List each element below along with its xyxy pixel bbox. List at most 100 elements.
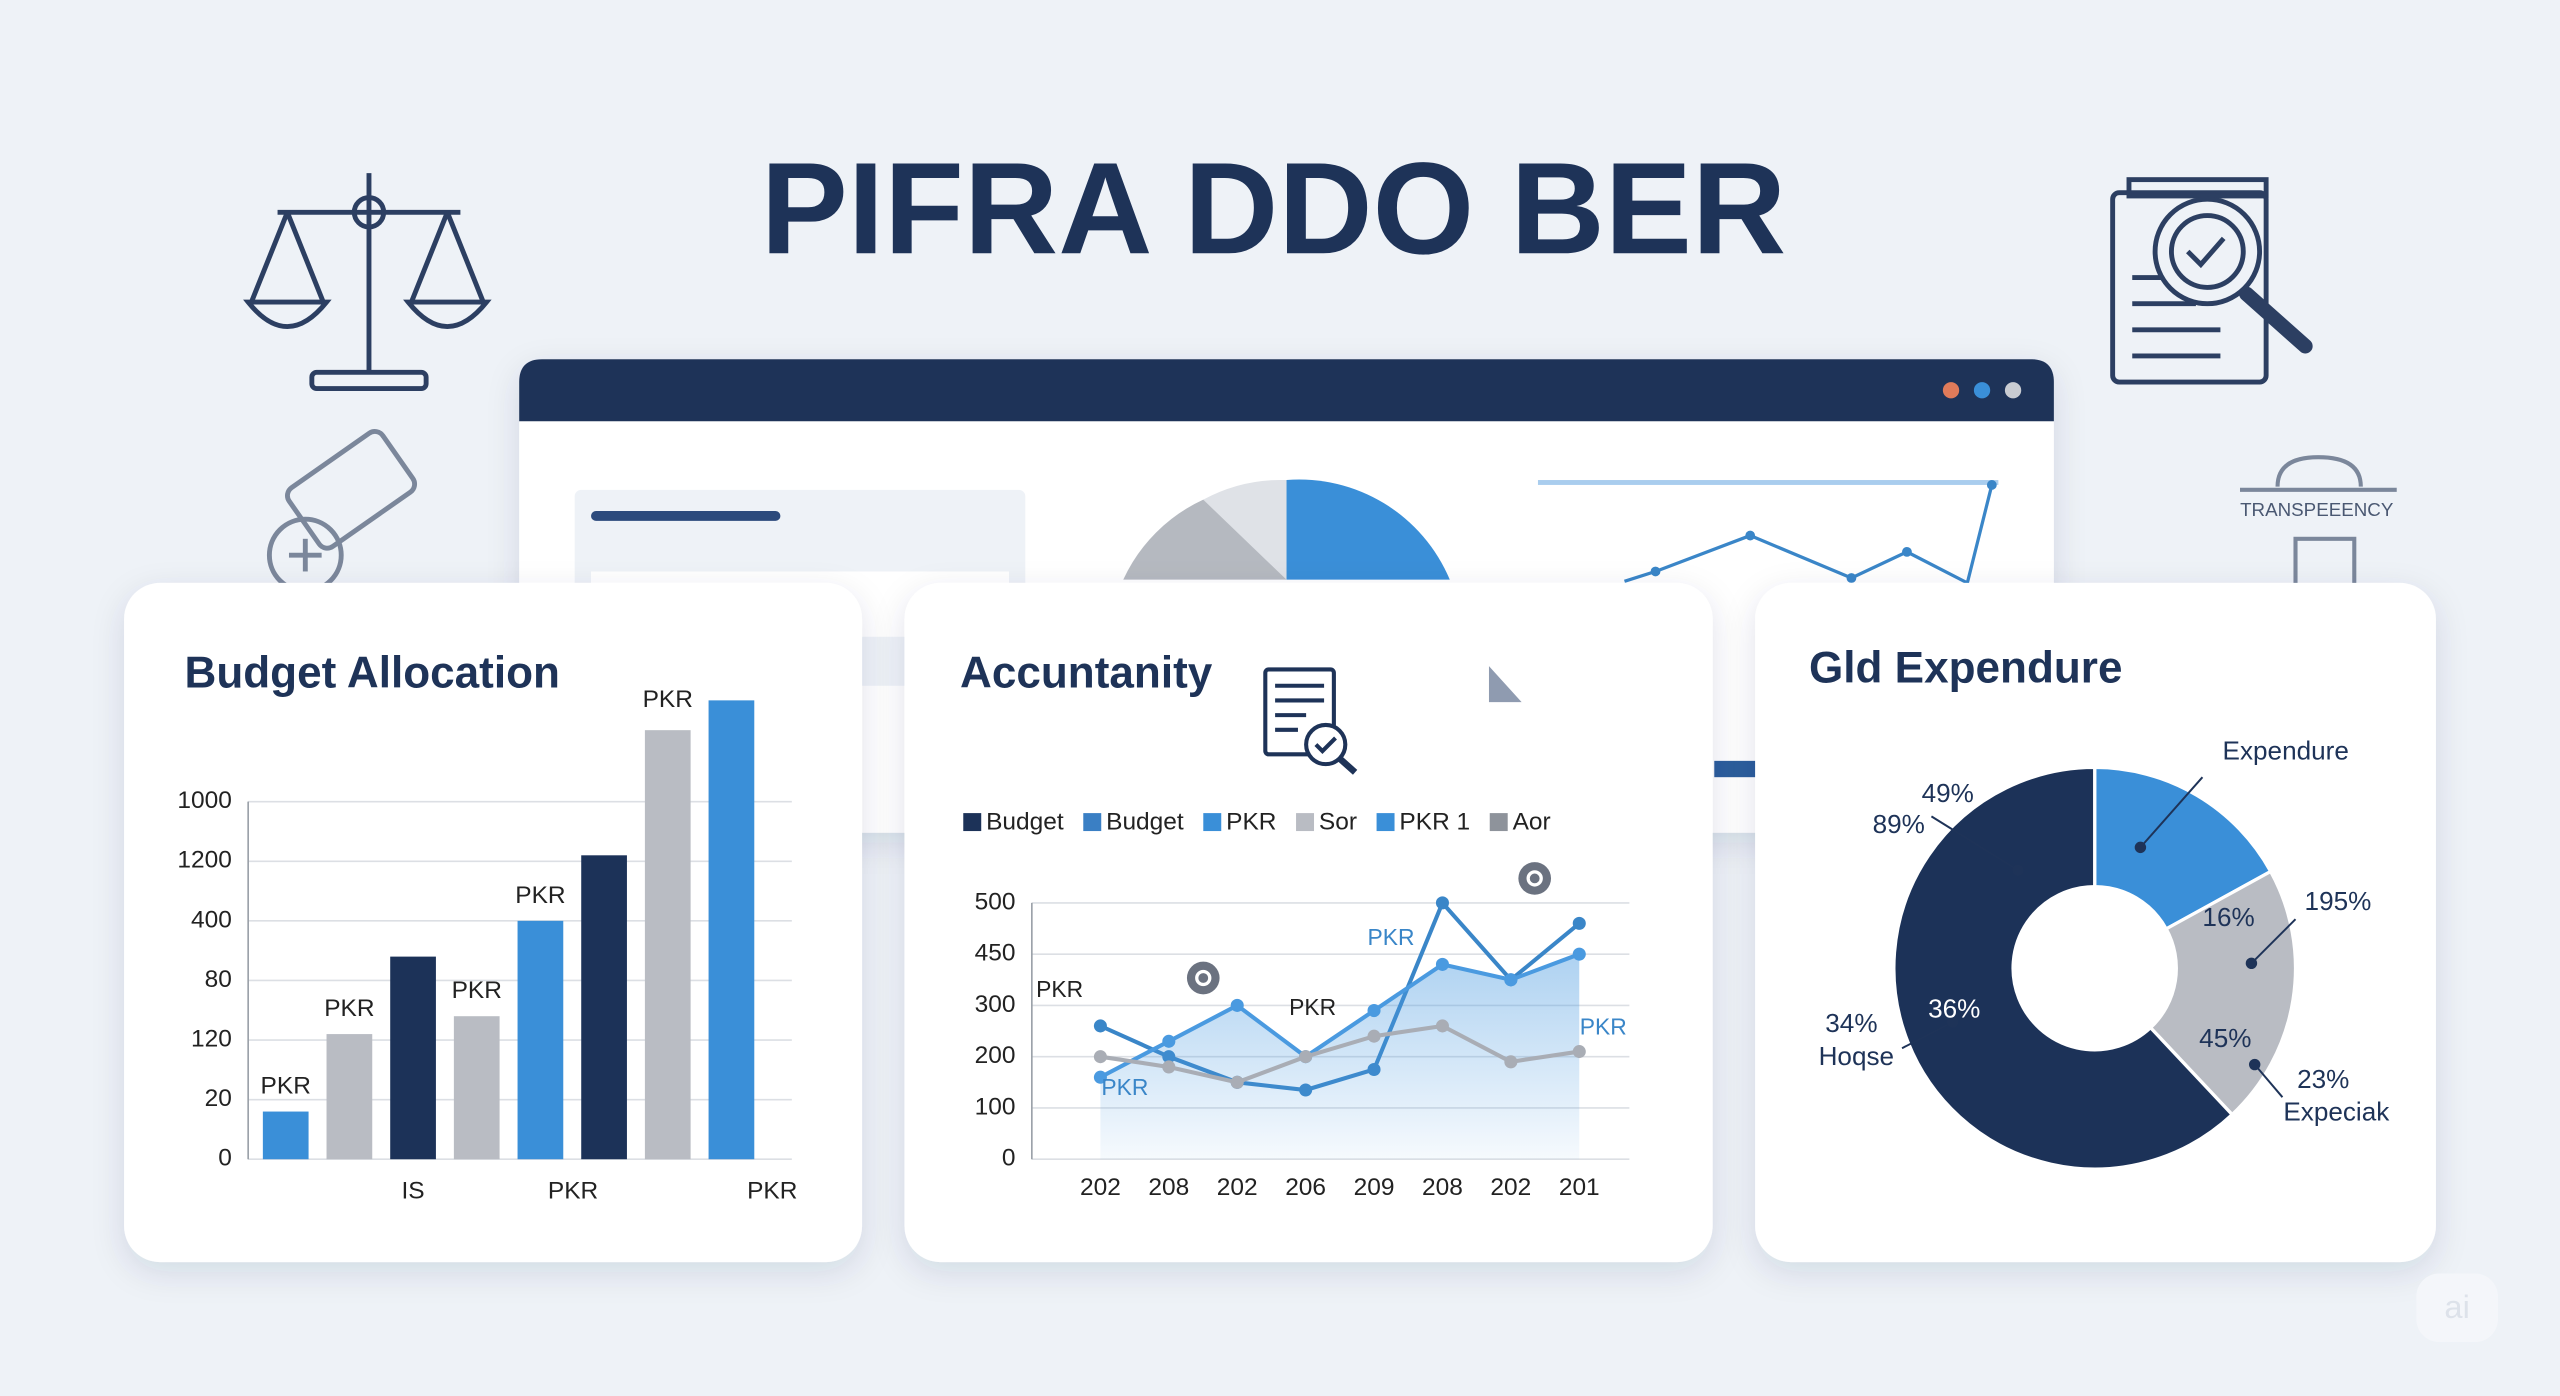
marker-badge <box>1186 961 1220 995</box>
annotation: PKR <box>1289 994 1336 1020</box>
annotation: Expeciak <box>2283 1096 2390 1126</box>
card <box>1755 582 2436 1263</box>
chart-title: Accuntanity <box>960 649 1213 698</box>
y-tick-label: 450 <box>975 940 1016 967</box>
line-point <box>1435 1019 1449 1033</box>
line-point <box>1572 1045 1586 1059</box>
x-tick-label: 209 <box>1354 1174 1395 1201</box>
line-point <box>1299 1050 1313 1064</box>
x-tick-label: 206 <box>1285 1174 1326 1201</box>
marker-badge-dot <box>1526 870 1543 887</box>
leader-dot <box>2134 841 2147 854</box>
legend-swatch <box>1083 813 1102 832</box>
legend-label: Budget <box>1106 808 1184 835</box>
bar <box>581 855 627 1160</box>
legend-label: PKR <box>1226 808 1276 835</box>
legend-label: Budget <box>986 808 1064 835</box>
leader-line <box>1901 1021 1954 1050</box>
y-tick-label: 1000 <box>177 787 231 814</box>
scales-icon <box>243 173 492 392</box>
pie-slice <box>2093 765 2273 932</box>
chart-title: Gld Expendure <box>1809 644 2122 693</box>
annotation: Hoqse <box>1819 1041 1894 1071</box>
bar <box>453 1016 500 1160</box>
leader-line <box>2250 918 2297 964</box>
bar <box>517 920 564 1160</box>
y-tick-label: 400 <box>191 906 232 933</box>
bar-label: PKR <box>324 995 374 1022</box>
marker-badge-dot <box>1195 969 1212 987</box>
x-tick-label: 202 <box>1217 1174 1258 1201</box>
y-tick-label: 1200 <box>177 847 231 874</box>
pie-slice <box>1892 765 2235 1171</box>
charts: Budget Allocation0201208040012001000PKRP… <box>177 644 2390 1205</box>
line-point <box>1435 896 1449 910</box>
line-point <box>1572 947 1586 961</box>
legend-swatch <box>1296 813 1315 832</box>
audit-icon <box>2110 177 2313 385</box>
annotation: 49% <box>1922 778 1974 808</box>
page-title: PIFRA DDO BER <box>761 135 1787 281</box>
leader-line <box>1930 815 2019 872</box>
x-tick-label: 201 <box>1559 1174 1600 1201</box>
annotation: 45% <box>2199 1023 2251 1053</box>
y-tick-label: 200 <box>975 1042 1016 1069</box>
leader-dot <box>1946 1016 1959 1028</box>
watermark: ai <box>2444 1288 2469 1325</box>
annotation: 195% <box>2305 886 2372 916</box>
line <box>1100 1023 1580 1085</box>
line <box>1099 952 1580 1080</box>
pie-slice <box>2148 869 2298 1117</box>
line-point <box>1230 1075 1244 1089</box>
legend-swatch <box>963 813 982 832</box>
bar-label: PKR <box>261 1073 311 1100</box>
y-tick-label: 0 <box>1002 1145 1016 1172</box>
line-point <box>1093 1070 1107 1084</box>
y-tick-label: 100 <box>975 1093 1016 1120</box>
leader-line <box>2139 776 2204 849</box>
badge-text: TRANSPEEENCY <box>2240 499 2394 520</box>
x-tick-label: PKR <box>548 1177 598 1204</box>
line-point <box>1162 1034 1176 1048</box>
y-tick-label: 20 <box>205 1085 232 1112</box>
annotation: 23% <box>2297 1064 2349 1094</box>
annotation: 36% <box>1928 994 1980 1024</box>
chart-title: Budget Allocation <box>184 649 559 698</box>
legend-label: Sor <box>1319 808 1357 835</box>
x-tick-label: 208 <box>1422 1174 1463 1201</box>
annotation: PKR <box>1101 1074 1148 1100</box>
annotation: PKR <box>1580 1014 1627 1040</box>
legend-swatch <box>1376 813 1395 832</box>
leader-dot <box>2012 864 2024 876</box>
x-tick-label: 202 <box>1490 1174 1531 1201</box>
bar <box>390 956 436 1160</box>
line-point <box>1504 973 1518 987</box>
annotation: 34% <box>1825 1008 1877 1038</box>
line-point <box>1093 1019 1107 1033</box>
line-point <box>1435 957 1449 971</box>
y-tick-label: 120 <box>191 1026 232 1053</box>
legend-label: Aor <box>1513 808 1551 835</box>
annotation: PKR <box>1368 924 1415 950</box>
annotation: 16% <box>2202 902 2254 932</box>
x-tick-label: 208 <box>1148 1174 1189 1201</box>
x-tick-label: 202 <box>1080 1174 1121 1201</box>
legend-label: PKR 1 <box>1399 808 1470 835</box>
leader-line <box>2253 1063 2284 1098</box>
line-point <box>1162 1060 1176 1074</box>
y-tick-label: 300 <box>975 991 1016 1018</box>
bar-label: PKR <box>452 977 502 1004</box>
y-tick-label: 500 <box>975 888 1016 915</box>
annotation: 89% <box>1873 809 1925 839</box>
bar-label: PKR <box>643 686 693 713</box>
watermark-badge <box>2416 1273 2498 1343</box>
annotation: Expendure <box>2223 736 2349 766</box>
bar <box>262 1111 309 1160</box>
y-tick-label: 80 <box>205 966 232 993</box>
leader-dot <box>2245 957 2258 970</box>
legend-swatch <box>1203 813 1222 832</box>
line-point <box>1093 1050 1107 1064</box>
marker-badge <box>1518 862 1552 895</box>
bar <box>644 730 691 1160</box>
